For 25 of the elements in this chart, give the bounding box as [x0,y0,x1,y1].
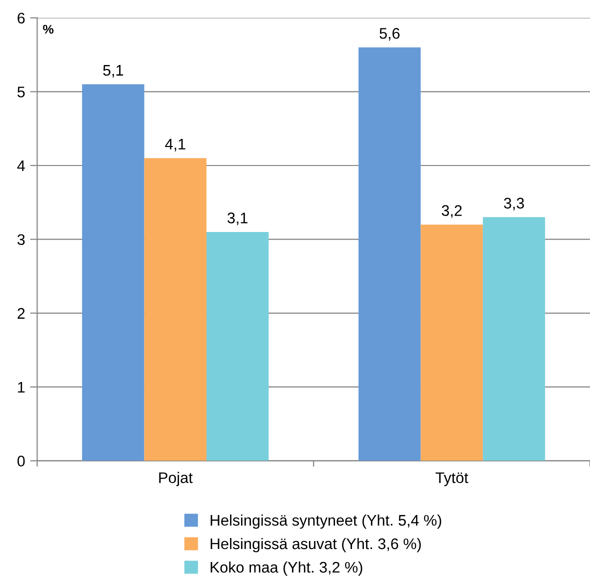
data-label: 5,6 [380,28,400,41]
bar [206,232,269,461]
y-tick-label: 0 [17,456,25,466]
legend-label: Helsingissä syntyneet (Yht. 5,4 %) [210,514,442,529]
y-tick-label: 3 [17,234,25,246]
bar [420,224,483,461]
x-tick-label: Tytöt [436,472,468,486]
y-tick-label: 2 [18,308,25,319]
bar [144,158,206,461]
data-label: 3,2 [442,205,462,218]
legend-label: Koko maa (Yht. 3,2 %) [210,561,362,576]
x-tick-label: Pojat [159,472,193,486]
legend-label: Helsingissä asuvat (Yht. 3,6 %) [210,538,421,552]
y-tick-label: 6 [18,12,25,24]
data-label: 5,1 [103,65,124,78]
bar [482,217,546,461]
data-label: 4,1 [165,138,186,152]
data-label: 3,3 [504,198,524,210]
bar [82,84,144,461]
y-tick-label: 5 [17,86,25,98]
y-tick-label: 1 [18,382,25,393]
y-axis-title: % [43,24,54,34]
data-label: 3,1 [228,212,248,226]
y-tick-label: 4 [17,160,25,172]
bar [358,47,421,461]
